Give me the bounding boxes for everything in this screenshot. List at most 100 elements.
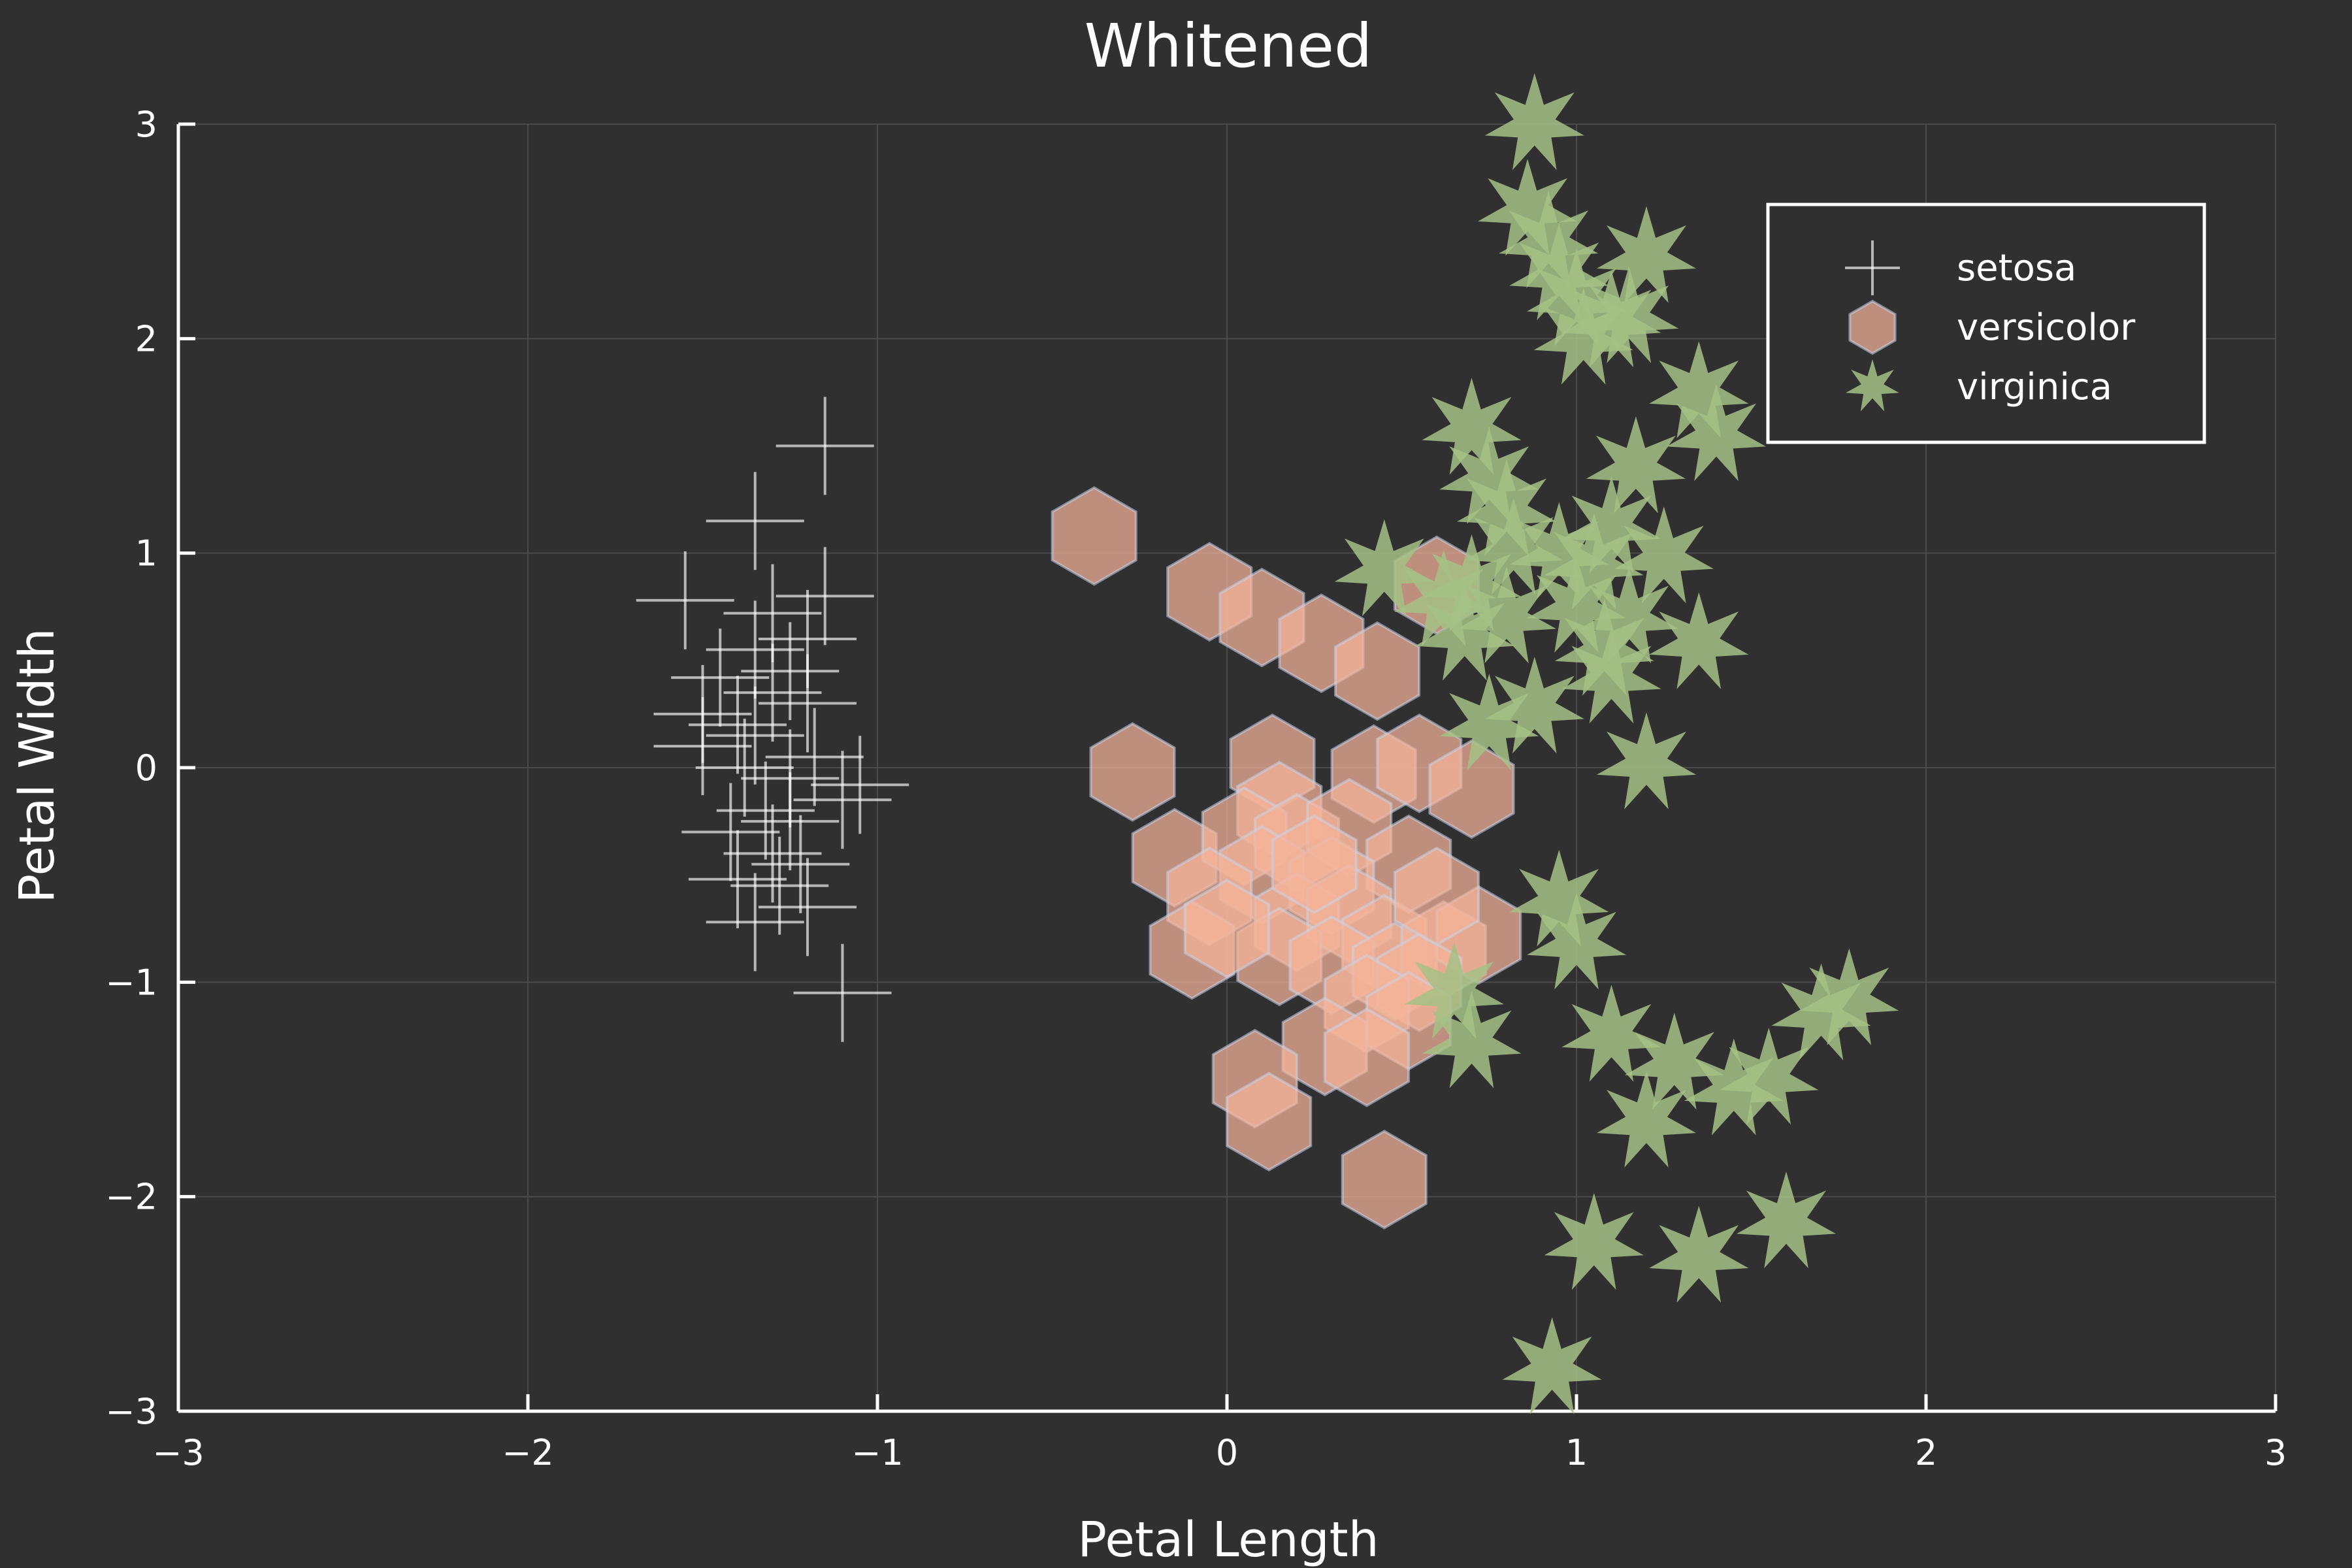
virginica-point [1439,427,1539,524]
versicolor-point [1428,739,1515,840]
versicolor-point [1089,722,1176,822]
chart-title: Whitened [1085,11,1373,81]
setosa-point [776,547,874,645]
virginica-point [1439,674,1539,771]
axes [176,122,2278,1413]
setosa-point [730,836,829,935]
virginica-point [1509,223,1609,321]
y-tick-label: 0 [135,747,157,789]
virginica-point [1579,266,1679,363]
versicolor-point [1323,1007,1411,1107]
setosa-point [716,761,815,860]
y-tick-label: 3 [135,104,157,145]
virginica-point [1422,378,1522,475]
setosa-point [793,751,892,849]
x-tick-label: −2 [502,1432,554,1473]
virginica-point [1527,555,1626,653]
virginica-point [1422,991,1522,1088]
setosa-point [653,697,752,796]
versicolor-point [1341,1130,1428,1230]
virginica-point [1484,657,1584,754]
setosa-point [706,873,804,972]
virginica-point [1484,73,1584,171]
virginica-point [1527,892,1626,990]
versicolor-point [1051,486,1137,586]
y-tick-label: 2 [135,318,157,359]
virginica-point [1649,341,1749,438]
virginica-point [1404,941,1504,1039]
virginica-point [1561,985,1661,1082]
tick-labels: −3 −2 −1 0 1 2 3 −3 −2 −1 0 1 2 3 [105,104,2287,1473]
virginica-point [1499,191,1599,288]
x-axis-label: Petal Length [1077,1512,1379,1568]
virginica-point [1719,1028,1819,1125]
virginica-point [1457,459,1556,557]
versicolor-point [1334,621,1421,721]
virginica-point [1457,566,1556,664]
legend-label-setosa: setosa [1957,247,2076,289]
virginica-point [1463,498,1563,595]
x-tick-label: 0 [1216,1432,1238,1473]
virginica-point [1667,384,1766,482]
x-tick-label: −1 [851,1432,904,1473]
virginica-point [1579,566,1679,664]
virginica-point [1561,627,1661,724]
virginica-point [1597,206,1696,303]
virginica-point [1414,583,1514,681]
versicolor-point [1393,846,1480,947]
setosa-point [765,708,864,806]
setosa-point [671,629,770,727]
virginica-point [1624,1013,1724,1110]
virginica-point [1509,502,1609,599]
versicolor-point [1271,814,1358,915]
virginica-point [1527,249,1626,346]
setosa-point [759,654,857,753]
x-tick-label: −3 [152,1432,204,1473]
virginica-point [1597,712,1696,809]
setosa-point [706,472,804,570]
virginica-point [1533,287,1633,385]
virginica-point [1502,1317,1602,1414]
legend-label-versicolor: versicolor [1957,306,2136,349]
legend-marker-versicolor [1848,299,1897,355]
virginica-point [1334,519,1434,617]
setosa-point [759,858,857,956]
legend-marker-setosa [1845,240,1900,295]
virginica-point [1554,598,1654,696]
y-tick-label: 1 [135,533,157,574]
setosa-point [811,736,909,834]
virginica-point [1544,513,1644,610]
x-tick-label: 2 [1915,1432,1937,1473]
setosa-point [681,783,780,881]
x-tick-label: 3 [2264,1432,2287,1473]
virginica-point [1597,1070,1696,1168]
setosa-point [689,830,787,928]
y-tick-label: −3 [105,1391,157,1432]
y-axis-label: Petal Width [9,629,65,904]
virginica-point [1478,159,1578,256]
setosa-point [695,719,794,817]
setosa-point [793,943,892,1042]
virginica-point [1737,1171,1836,1269]
legend-marker-virginica [1846,359,1899,412]
setosa-point [636,551,734,649]
x-tick-label: 1 [1565,1432,1588,1473]
legend-label-virginica: virginica [1957,366,2112,408]
virginica-point [1649,1205,1749,1303]
virginica-point [1614,506,1714,604]
setosa-point [689,676,787,774]
virginica-point [1799,948,1899,1045]
data-points [636,73,1899,1414]
virginica-point [1561,476,1661,574]
virginica-point [1422,534,1522,632]
legend: setosa versicolor virginica [1766,203,2206,444]
setosa-point [776,397,874,495]
y-tick-label: −1 [105,962,157,1003]
versicolor-point [1183,878,1271,979]
setosa-point [751,815,850,913]
virginica-point [1586,416,1686,514]
virginica-point [1649,592,1749,689]
virginica-point [1544,1192,1644,1290]
virginica-point [1509,849,1609,947]
